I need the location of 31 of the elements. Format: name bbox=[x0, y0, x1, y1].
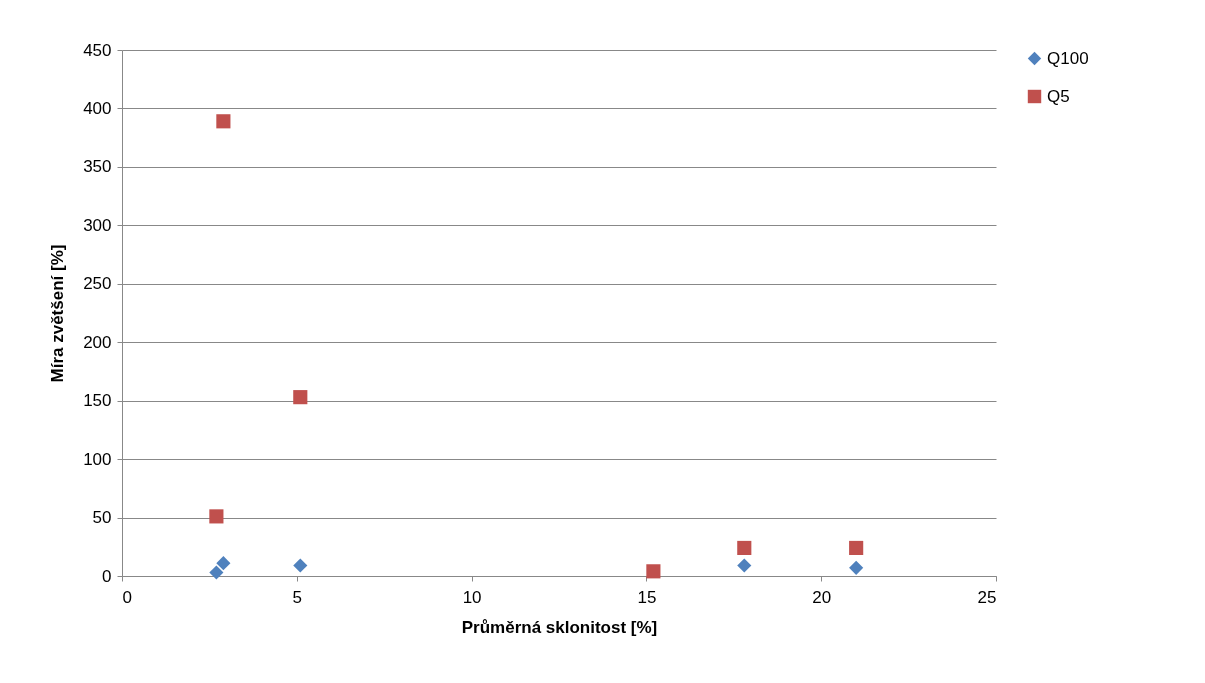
point bbox=[293, 558, 308, 573]
y-tick-label: 150 bbox=[83, 391, 112, 411]
x-tick-label: 15 bbox=[637, 587, 657, 607]
y-tick-label: 300 bbox=[83, 215, 112, 235]
y-tick-label: 100 bbox=[83, 449, 112, 469]
point bbox=[216, 556, 231, 571]
y-tick-label: 200 bbox=[83, 332, 112, 352]
point bbox=[209, 509, 224, 524]
point bbox=[849, 560, 864, 575]
x-tick-label: 20 bbox=[812, 587, 832, 607]
legend-label: Q5 bbox=[1047, 86, 1070, 106]
y-tick-label: 450 bbox=[83, 40, 112, 60]
x-tick-label: 25 bbox=[977, 587, 997, 607]
y-tick-label: 0 bbox=[102, 566, 112, 586]
y-tick-label: 400 bbox=[83, 98, 112, 118]
y-tick-label: 250 bbox=[83, 274, 112, 294]
point bbox=[849, 540, 864, 556]
y-axis-title: Míra zvětšení [%] bbox=[48, 244, 68, 383]
point bbox=[737, 558, 752, 573]
legend-label: Q100 bbox=[1047, 48, 1089, 68]
point bbox=[737, 540, 752, 556]
x-axis-title: Průměrná sklonitost [%] bbox=[461, 617, 658, 637]
point bbox=[293, 390, 308, 405]
x-tick-label: 0 bbox=[122, 587, 132, 607]
point bbox=[209, 565, 224, 580]
point bbox=[646, 564, 661, 579]
x-tick-label: 10 bbox=[462, 587, 482, 607]
y-tick-label: 50 bbox=[92, 508, 112, 528]
x-tick-label: 5 bbox=[292, 587, 303, 607]
point bbox=[216, 114, 231, 129]
y-tick-label: 350 bbox=[83, 157, 112, 177]
